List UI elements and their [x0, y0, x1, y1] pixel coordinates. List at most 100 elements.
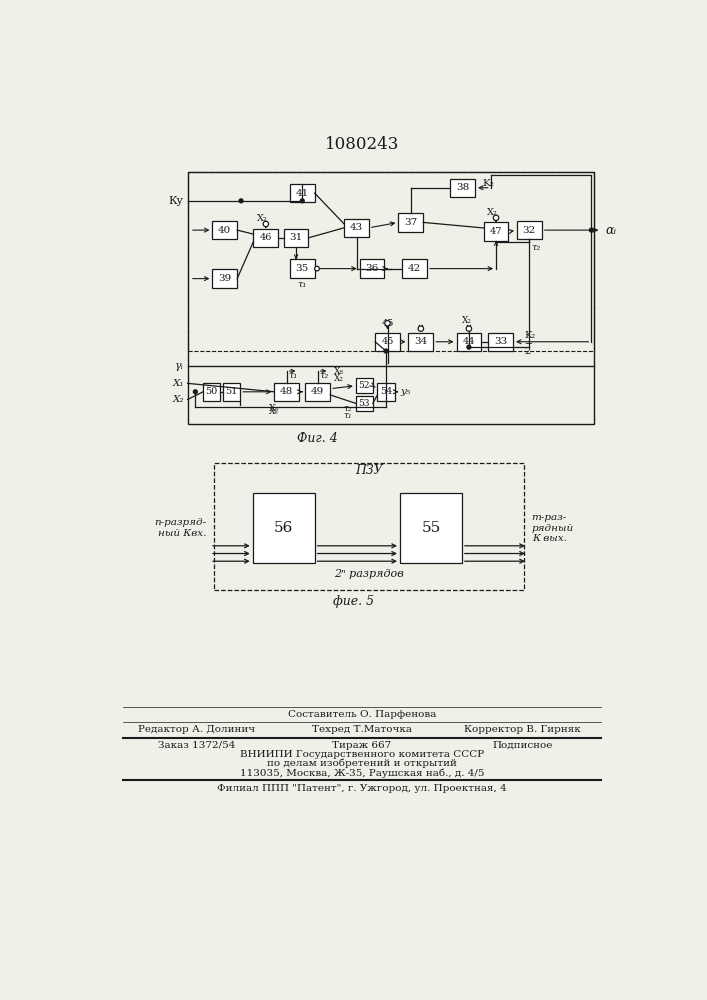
- Text: 52: 52: [358, 381, 370, 390]
- Text: 1080243: 1080243: [325, 136, 399, 153]
- Text: 2: 2: [525, 347, 531, 356]
- Bar: [212, 269, 237, 288]
- Bar: [290, 259, 315, 278]
- Bar: [187, 172, 594, 351]
- Text: Подписное: Подписное: [492, 741, 553, 750]
- Text: 45: 45: [381, 319, 394, 328]
- Bar: [457, 333, 481, 351]
- Text: 50: 50: [206, 387, 218, 396]
- Text: Корректор В. Гирняк: Корректор В. Гирняк: [464, 725, 580, 734]
- Text: 55: 55: [421, 521, 440, 535]
- Text: 33: 33: [494, 337, 508, 346]
- Bar: [356, 378, 373, 393]
- Circle shape: [385, 321, 390, 326]
- Text: 49: 49: [311, 387, 325, 396]
- Circle shape: [418, 326, 423, 331]
- Text: ─: ─: [525, 340, 530, 349]
- Text: 45: 45: [381, 337, 394, 346]
- Text: Фиг. 4: Фиг. 4: [297, 432, 337, 445]
- Text: фие. 5: фие. 5: [333, 595, 374, 608]
- Text: τ₂: τ₂: [531, 243, 540, 252]
- Bar: [517, 221, 542, 239]
- Text: 54: 54: [380, 387, 392, 396]
- Circle shape: [194, 390, 197, 394]
- Bar: [360, 259, 385, 278]
- Bar: [223, 383, 240, 401]
- Circle shape: [239, 199, 243, 203]
- Text: 40: 40: [218, 226, 231, 235]
- Text: 56: 56: [274, 521, 293, 535]
- Bar: [484, 222, 508, 241]
- Bar: [450, 179, 475, 197]
- Text: 113035, Москва, Ж-35, Раушская наб., д. 4/5: 113035, Москва, Ж-35, Раушская наб., д. …: [240, 768, 484, 778]
- Bar: [305, 383, 330, 401]
- Text: Редактор А. Долинич: Редактор А. Долинич: [139, 725, 255, 734]
- Text: n-разряд-
ный Квх.: n-разряд- ный Квх.: [154, 518, 206, 538]
- Bar: [344, 219, 369, 237]
- Text: τ₁: τ₁: [288, 370, 298, 379]
- Text: 42: 42: [408, 264, 421, 273]
- Text: Техред Т.Маточка: Техред Т.Маточка: [312, 725, 412, 734]
- Text: 38: 38: [456, 183, 469, 192]
- Circle shape: [466, 326, 472, 331]
- Bar: [489, 333, 513, 351]
- Circle shape: [493, 215, 498, 220]
- Text: 34: 34: [414, 337, 428, 346]
- Text: X₂: X₂: [334, 374, 344, 383]
- Text: m-раз-
рядный
К вых.: m-раз- рядный К вых.: [532, 513, 574, 543]
- Bar: [398, 213, 423, 232]
- Bar: [187, 172, 594, 424]
- Text: 39: 39: [218, 274, 231, 283]
- Text: 51: 51: [226, 387, 238, 396]
- Bar: [378, 383, 395, 401]
- Text: X₁: X₁: [173, 379, 184, 388]
- Text: 37: 37: [404, 218, 417, 227]
- Text: αᵢ: αᵢ: [605, 224, 617, 237]
- Text: 36: 36: [366, 264, 379, 273]
- Bar: [356, 396, 373, 411]
- Bar: [284, 229, 308, 247]
- Text: по делам изобретений и открытий: по делам изобретений и открытий: [267, 759, 457, 768]
- Text: Филиал ППП "Патент", г. Ужгород, ул. Проектная, 4: Филиал ППП "Патент", г. Ужгород, ул. Про…: [217, 784, 507, 793]
- Text: 2ⁿ разрядов: 2ⁿ разрядов: [334, 569, 404, 579]
- Text: X₂: X₂: [173, 395, 184, 404]
- Text: у₅: у₅: [401, 387, 411, 396]
- Text: Xₑ: Xₑ: [269, 407, 279, 416]
- Bar: [375, 333, 400, 351]
- Text: K₂: K₂: [525, 331, 536, 340]
- Text: 47: 47: [490, 227, 502, 236]
- Circle shape: [467, 345, 471, 349]
- Text: Xₑ: Xₑ: [269, 404, 280, 413]
- Text: 35: 35: [296, 264, 309, 273]
- Text: Составитель О. Парфенова: Составитель О. Парфенова: [288, 710, 436, 719]
- Text: τ₂: τ₂: [320, 370, 329, 379]
- Circle shape: [263, 221, 269, 227]
- Text: 53: 53: [358, 399, 370, 408]
- Text: τ₁: τ₁: [344, 410, 352, 419]
- Text: X₂: X₂: [257, 214, 267, 223]
- Circle shape: [590, 228, 593, 232]
- Bar: [252, 493, 315, 563]
- Bar: [253, 229, 279, 247]
- Bar: [290, 184, 315, 202]
- Text: ПЗУ: ПЗУ: [355, 464, 382, 477]
- Circle shape: [300, 199, 304, 203]
- Text: 46: 46: [259, 233, 272, 242]
- Text: 41: 41: [296, 189, 309, 198]
- Circle shape: [315, 266, 320, 271]
- Text: τ₂: τ₂: [344, 403, 352, 412]
- Bar: [409, 333, 433, 351]
- Bar: [212, 221, 237, 239]
- Bar: [400, 493, 462, 563]
- Text: X₂: X₂: [487, 208, 498, 217]
- Text: 31: 31: [289, 233, 303, 242]
- Text: 32: 32: [522, 226, 536, 235]
- Text: 43: 43: [350, 223, 363, 232]
- Circle shape: [384, 349, 388, 353]
- Text: X₂: X₂: [462, 316, 472, 325]
- Text: 48: 48: [280, 387, 293, 396]
- Bar: [402, 259, 427, 278]
- Text: Заказ 1372/54: Заказ 1372/54: [158, 741, 235, 750]
- Bar: [214, 463, 524, 590]
- Text: Тираж 667: Тираж 667: [332, 741, 392, 750]
